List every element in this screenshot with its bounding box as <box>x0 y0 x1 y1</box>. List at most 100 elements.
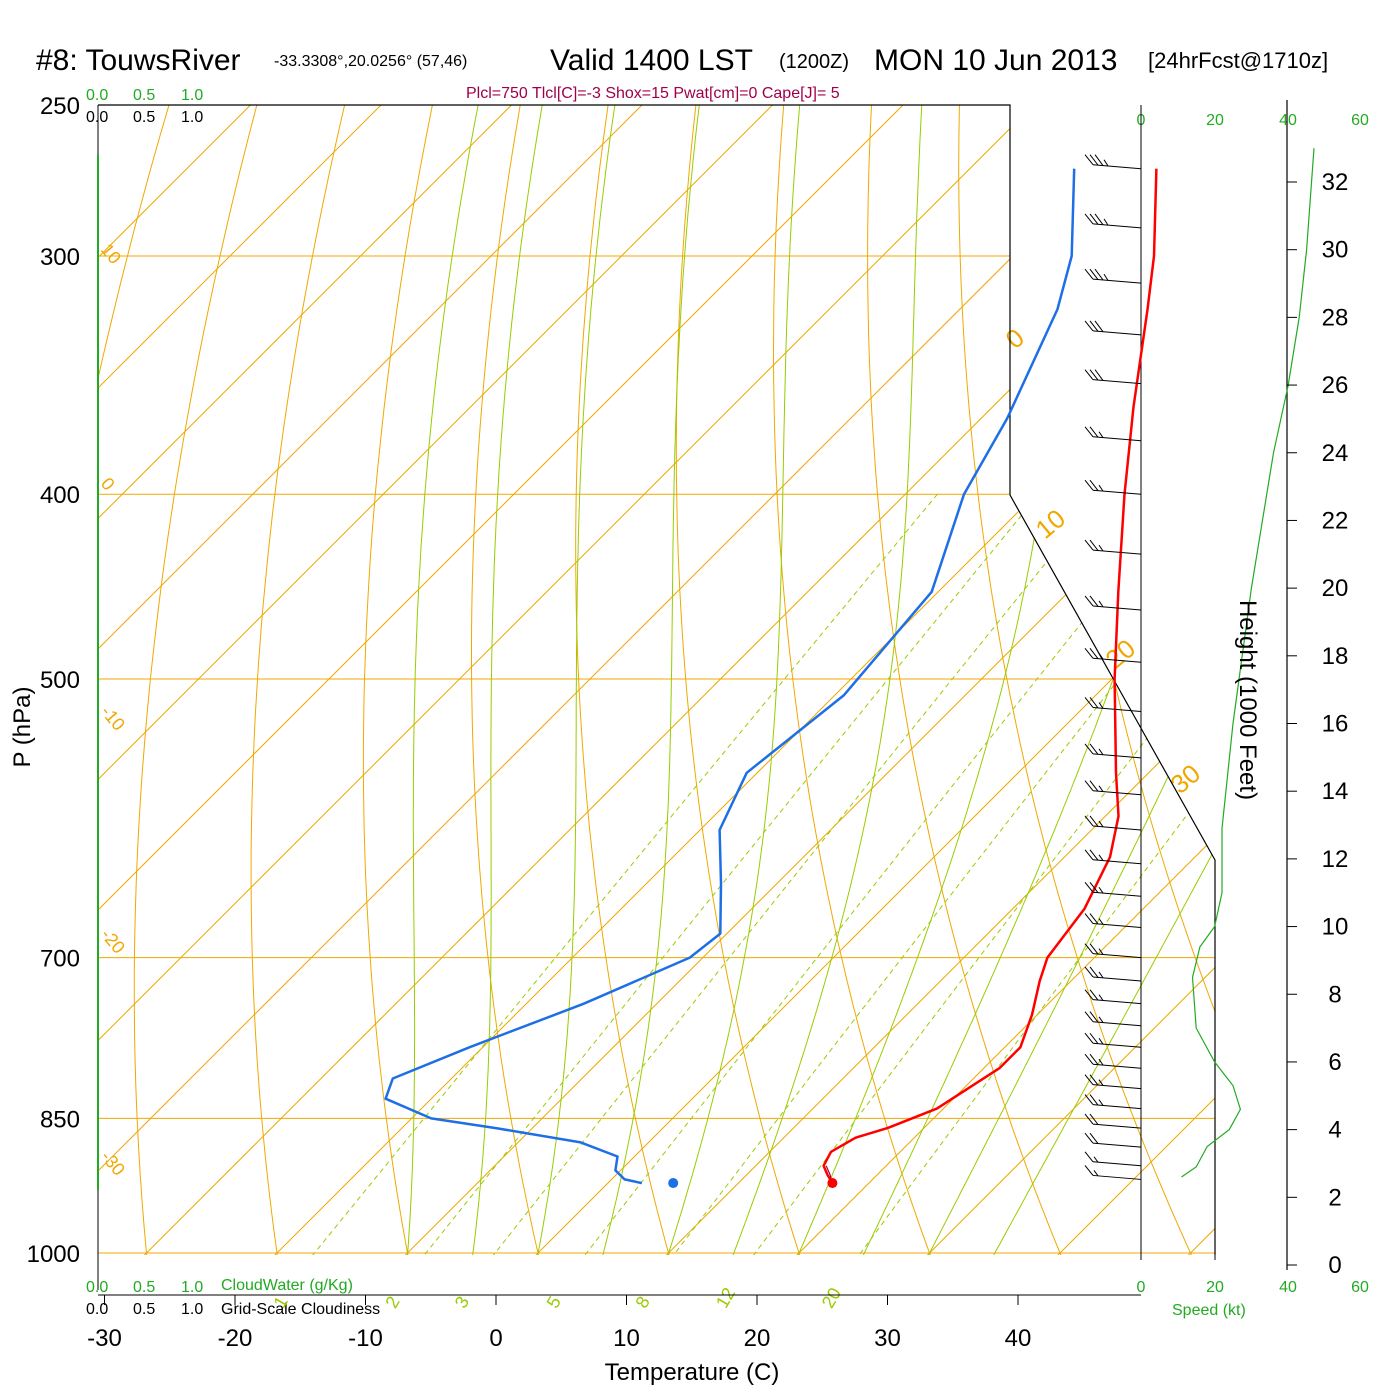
moist-adiabat-line <box>592 105 727 1255</box>
temperature-axis: -30 -20 -10 0 10 20 30 40 <box>87 1294 1141 1352</box>
dry-adiabat-label: -30 <box>97 1147 129 1180</box>
height-tick-label: 10 <box>1322 914 1349 941</box>
wind-barb <box>1084 1132 1142 1148</box>
wind-barb <box>1084 320 1142 336</box>
mixing-ratio-line <box>724 493 1215 1255</box>
moist-adiabat-line <box>466 105 580 1255</box>
temperature-line <box>822 168 1158 1184</box>
surface-dewpoint-point <box>668 1178 679 1189</box>
mixing-ratio-label: 8 <box>632 1293 654 1312</box>
pressure-tick-label: 400 <box>40 482 80 509</box>
cloudwater-label: CloudWater (g/Kg) <box>221 1277 353 1294</box>
wind-barb <box>1084 426 1142 442</box>
isotherm-line <box>1019 105 1215 1255</box>
isotherm-line <box>98 105 1034 1255</box>
height-tick-label: 20 <box>1322 575 1349 602</box>
mixing-ratio-label: 3 <box>451 1293 473 1312</box>
speed-tick-bottom: 40 <box>1279 1279 1297 1296</box>
speed-scale-bottom: 0 20 40 60 Speed (kt) <box>1137 1279 1369 1319</box>
height-tick-label: 6 <box>1328 1049 1341 1076</box>
moist-adiabat-line <box>908 105 1215 1255</box>
height-tick-label: 18 <box>1322 643 1349 670</box>
dry-adiabat-line <box>471 105 618 1255</box>
isotherm-line <box>1149 105 1215 1255</box>
dry-adiabat-label: -10 <box>97 702 129 735</box>
dry-adiabat-line <box>1132 105 1215 1255</box>
dry-adiabat-line <box>250 105 467 1255</box>
cloud-scale-bottom: 0.0 0.5 1.0 CloudWater (g/Kg) 0.0 0.5 1.… <box>86 1277 380 1318</box>
cloud-scale-top: 0.0 0.5 1.0 0.0 0.5 1.0 <box>86 87 203 126</box>
moist-adiabat-line <box>403 105 520 1255</box>
pressure-axis-label: P (hPa) <box>9 687 36 768</box>
speed-tick-bottom: 20 <box>1206 1279 1224 1296</box>
moist-adiabat-line <box>655 105 822 1255</box>
mixing-ratio-label: 5 <box>543 1293 565 1312</box>
height-tick-label: 4 <box>1328 1117 1341 1144</box>
temperature-tick-label: -30 <box>87 1325 122 1352</box>
speed-profile-line <box>1181 148 1315 1178</box>
wind-barb <box>1084 539 1142 555</box>
wind-barb <box>1084 1074 1142 1090</box>
mixing-ratio-line <box>554 493 1185 1255</box>
station-coords: -33.3308°,20.0256° (57,46) <box>274 53 467 70</box>
station-title: #8: TouwsRiver <box>36 44 241 77</box>
dry-adiabat-line <box>958 105 1214 1255</box>
dry-adiabat-line <box>575 105 694 1255</box>
pressure-tick-label: 850 <box>40 1106 80 1133</box>
pressure-tick-label: 500 <box>40 667 80 694</box>
speed-tick-top: 60 <box>1351 112 1369 129</box>
forecast-date: MON 10 Jun 2013 <box>874 44 1117 77</box>
isotherm-line <box>888 105 1215 1255</box>
height-tick-label: 16 <box>1322 711 1349 738</box>
wind-barb <box>1084 595 1142 611</box>
wind-speed-profile <box>1181 148 1315 1178</box>
dry-adiabat-line <box>1297 0 1400 1301</box>
wind-barb <box>1084 780 1142 796</box>
valid-time: Valid 1400 LST <box>550 44 753 77</box>
height-tick-label: 0 <box>1328 1252 1341 1279</box>
moist-adiabat-line <box>972 105 1215 1255</box>
moist-adiabat-line <box>781 105 1082 1255</box>
isotherm-line <box>105 105 1215 1255</box>
height-tick-label: 14 <box>1322 778 1349 805</box>
speed-tick-bottom: 0 <box>1137 1279 1146 1296</box>
isotherm-line <box>627 105 1215 1255</box>
pressure-tick-label: 300 <box>40 244 80 271</box>
mixing-ratio-line <box>393 493 1040 1255</box>
mixing-ratio-line <box>462 493 1102 1255</box>
dry-adiabat-label: -20 <box>97 925 129 958</box>
wind-barb <box>1084 479 1142 495</box>
sounding-parameters: Plcl=750 Tlcl[C]=-3 Shox=15 Pwat[cm]=0 C… <box>466 85 840 102</box>
isotherm-line <box>98 105 904 1255</box>
cloudiness-tick-bottom: 0.5 <box>133 1301 155 1318</box>
wind-barb <box>1084 647 1142 663</box>
wind-barbs <box>1084 154 1142 1180</box>
dry-adiabat-line <box>133 105 391 1255</box>
wind-barb <box>1084 213 1142 229</box>
height-tick-label: 24 <box>1322 440 1349 467</box>
plot-frame <box>98 104 1216 1255</box>
dry-adiabat-label: 10 <box>97 240 125 268</box>
height-tick-label: 2 <box>1328 1184 1341 1211</box>
wind-barb <box>1084 369 1142 385</box>
height-tick-label: 32 <box>1322 169 1349 196</box>
wind-barb <box>1084 1053 1142 1069</box>
isotherm-label: 30 <box>1165 758 1206 800</box>
isotherm-line <box>98 105 773 1255</box>
wind-barb <box>1084 268 1142 284</box>
cloudwater-tick-bottom: 0.0 <box>86 1279 108 1296</box>
moist-adiabat-line <box>717 105 937 1255</box>
isotherm-label: 0 <box>1000 322 1030 354</box>
height-tick-label: 26 <box>1322 372 1349 399</box>
speed-tick-bottom: 60 <box>1351 1279 1369 1296</box>
mixing-ratio-label: 20 <box>818 1284 845 1311</box>
cloudwater-tick-top: 1.0 <box>181 87 203 104</box>
temperature-tick-label: 10 <box>613 1325 640 1352</box>
cloudwater-tick-bottom: 0.5 <box>133 1279 155 1296</box>
dry-adiabat-line <box>867 105 1081 1255</box>
isotherm-line <box>497 105 1215 1255</box>
dry-adiabat-line <box>1376 0 1400 1301</box>
speed-tick-top: 20 <box>1206 112 1224 129</box>
